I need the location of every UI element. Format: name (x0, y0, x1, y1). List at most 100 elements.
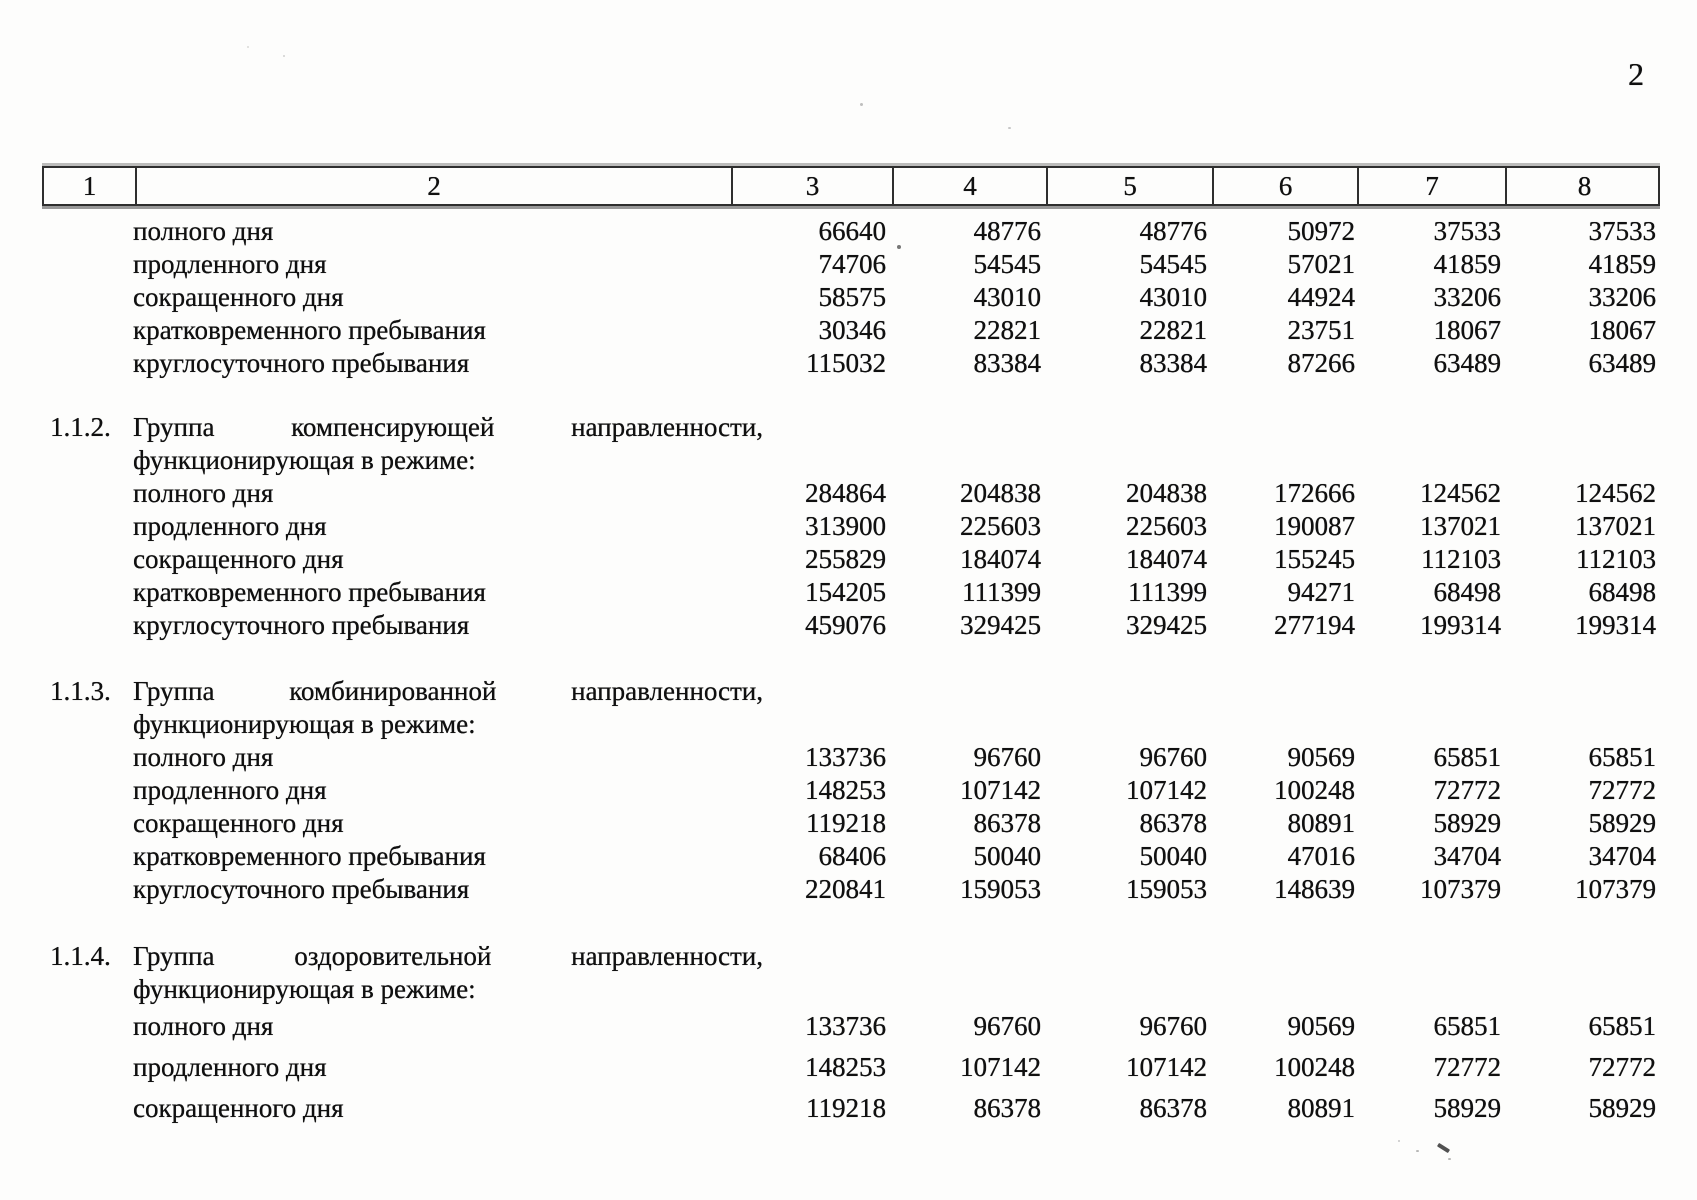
cell-value: 66640 (818, 216, 887, 246)
cell-value: 58929 (1588, 1093, 1657, 1123)
cell-value: 34704 (1588, 841, 1657, 871)
cell-value: 86378 (973, 1093, 1042, 1123)
cell-value: 72772 (1433, 1052, 1502, 1082)
section-title-word: Группа (133, 676, 215, 706)
cell-value: 87266 (1287, 348, 1356, 378)
table-header-cell-7: 7 (1357, 168, 1505, 204)
cell-value: 137021 (1575, 511, 1656, 541)
cell-value: 34704 (1433, 841, 1502, 871)
cell-value: 58929 (1433, 808, 1502, 838)
table-header-cell-8: 8 (1505, 168, 1662, 204)
cell-value: 111399 (1128, 577, 1207, 607)
section-title-line-2: функционирующая в режиме: (133, 974, 476, 1004)
cell-value: 68498 (1588, 577, 1657, 607)
row-label: сокращенного дня (133, 544, 344, 574)
cell-value: 255829 (805, 544, 886, 574)
cell-value: 154205 (805, 577, 886, 607)
row-label: круглосуточного пребывания (133, 348, 470, 378)
cell-value: 33206 (1588, 282, 1657, 312)
table-row: продленного дня 74706 54545 54545 57021 41859… (133, 248, 1660, 281)
cell-value: 284864 (805, 478, 886, 508)
row-label: продленного дня (133, 511, 327, 541)
cell-value: 112103 (1576, 544, 1656, 574)
cell-value: 68498 (1433, 577, 1502, 607)
cell-value: 50040 (1139, 841, 1208, 871)
cell-value: 115032 (806, 348, 886, 378)
cell-value: 80891 (1287, 1093, 1356, 1123)
cell-value: 72772 (1588, 1052, 1657, 1082)
cell-value: 220841 (805, 874, 886, 904)
table-row: продленного дня 313900 225603 225603 190087 1… (133, 510, 1660, 543)
section-title-word: направленности, (571, 412, 763, 442)
cell-value: 190087 (1274, 511, 1355, 541)
table-row: круглосуточного пребывания 459076 329425 32… (133, 609, 1660, 642)
cell-value: 22821 (1139, 315, 1208, 345)
cell-value: 80891 (1287, 808, 1356, 838)
cell-value: 37533 (1588, 216, 1657, 246)
table-header-cell-2: 2 (135, 168, 731, 204)
cell-value: 133736 (805, 742, 886, 772)
row-label: круглосуточного пребывания (133, 610, 470, 640)
table-row: кратковременного пребывания 154205 111399 1… (133, 576, 1660, 609)
row-label: сокращенного дня (133, 282, 344, 312)
row-label: круглосуточного пребывания (133, 874, 470, 904)
section-1-1-4: 1.1.4. Группа оздоровительной направленност… (0, 940, 1660, 1129)
cell-value: 96760 (1139, 1011, 1208, 1041)
cell-value: 58929 (1588, 808, 1657, 838)
section-continued: полного дня 66640 48776 48776 50972 37533 3753… (0, 215, 1660, 380)
scan-speck (1448, 1158, 1451, 1160)
row-label: продленного дня (133, 1052, 327, 1082)
cell-value: 459076 (805, 610, 886, 640)
section-1-1-2: 1.1.2. Группа компенсирующей направленности… (0, 411, 1660, 642)
table-row: круглосуточного пребывания 220841 159053 15… (133, 873, 1660, 906)
table-row: продленного дня 148253 107142 107142 100248 7… (133, 774, 1660, 807)
table-header-row: 1 2 3 4 5 6 7 8 (42, 166, 1660, 206)
cell-value: 225603 (960, 511, 1041, 541)
cell-value: 43010 (973, 282, 1042, 312)
table-header-cell-1: 1 (82, 170, 97, 201)
cell-value: 133736 (805, 1011, 886, 1041)
scan-speck (860, 103, 863, 106)
cell-value: 23751 (1287, 315, 1356, 345)
cell-value: 57021 (1287, 249, 1356, 279)
row-label: полного дня (133, 478, 274, 508)
cell-value: 119218 (806, 808, 886, 838)
cell-value: 148253 (805, 775, 886, 805)
cell-value: 90569 (1287, 1011, 1356, 1041)
section-title-line-2: функционирующая в режиме: (133, 709, 476, 739)
table-row: полного дня 133736 96760 96760 90569 65851 658… (133, 741, 1660, 774)
cell-value: 225603 (1126, 511, 1207, 541)
table-row: сокращенного дня 119218 86378 86378 80891 589… (133, 807, 1660, 840)
section-title-line-2: функционирующая в режиме: (133, 445, 476, 475)
section-title-word: компенсирующей (291, 412, 495, 442)
row-label: сокращенного дня (133, 1093, 344, 1123)
cell-value: 184074 (960, 544, 1041, 574)
cell-value: 148639 (1274, 874, 1355, 904)
scan-speck (897, 245, 901, 249)
cell-value: 112103 (1421, 544, 1501, 574)
cell-value: 107379 (1420, 874, 1501, 904)
table-header-cell-6: 6 (1212, 168, 1357, 204)
cell-value: 148253 (805, 1052, 886, 1082)
cell-value: 86378 (973, 808, 1042, 838)
cell-value: 50972 (1287, 216, 1356, 246)
section-title-word: направленности, (571, 941, 763, 971)
cell-value: 329425 (1126, 610, 1207, 640)
cell-value: 63489 (1433, 348, 1502, 378)
row-label: кратковременного пребывания (133, 841, 486, 871)
scan-speck (283, 55, 285, 57)
section-number: 1.1.3. (50, 676, 111, 706)
table-row: кратковременного пребывания 30346 22821 228… (133, 314, 1660, 347)
section-title-line-1: Группа комбинированной направленности, (133, 675, 763, 708)
cell-value: 54545 (1139, 249, 1208, 279)
cell-value: 72772 (1433, 775, 1502, 805)
cell-value: 107142 (960, 1052, 1041, 1082)
table-row: полного дня 133736 96760 96760 90569 65851 658… (133, 1006, 1660, 1047)
cell-value: 313900 (805, 511, 886, 541)
cell-value: 43010 (1139, 282, 1208, 312)
row-label: полного дня (133, 1011, 274, 1041)
section-title-word: Группа (133, 412, 215, 442)
cell-value: 74706 (818, 249, 887, 279)
cell-value: 58929 (1433, 1093, 1502, 1123)
